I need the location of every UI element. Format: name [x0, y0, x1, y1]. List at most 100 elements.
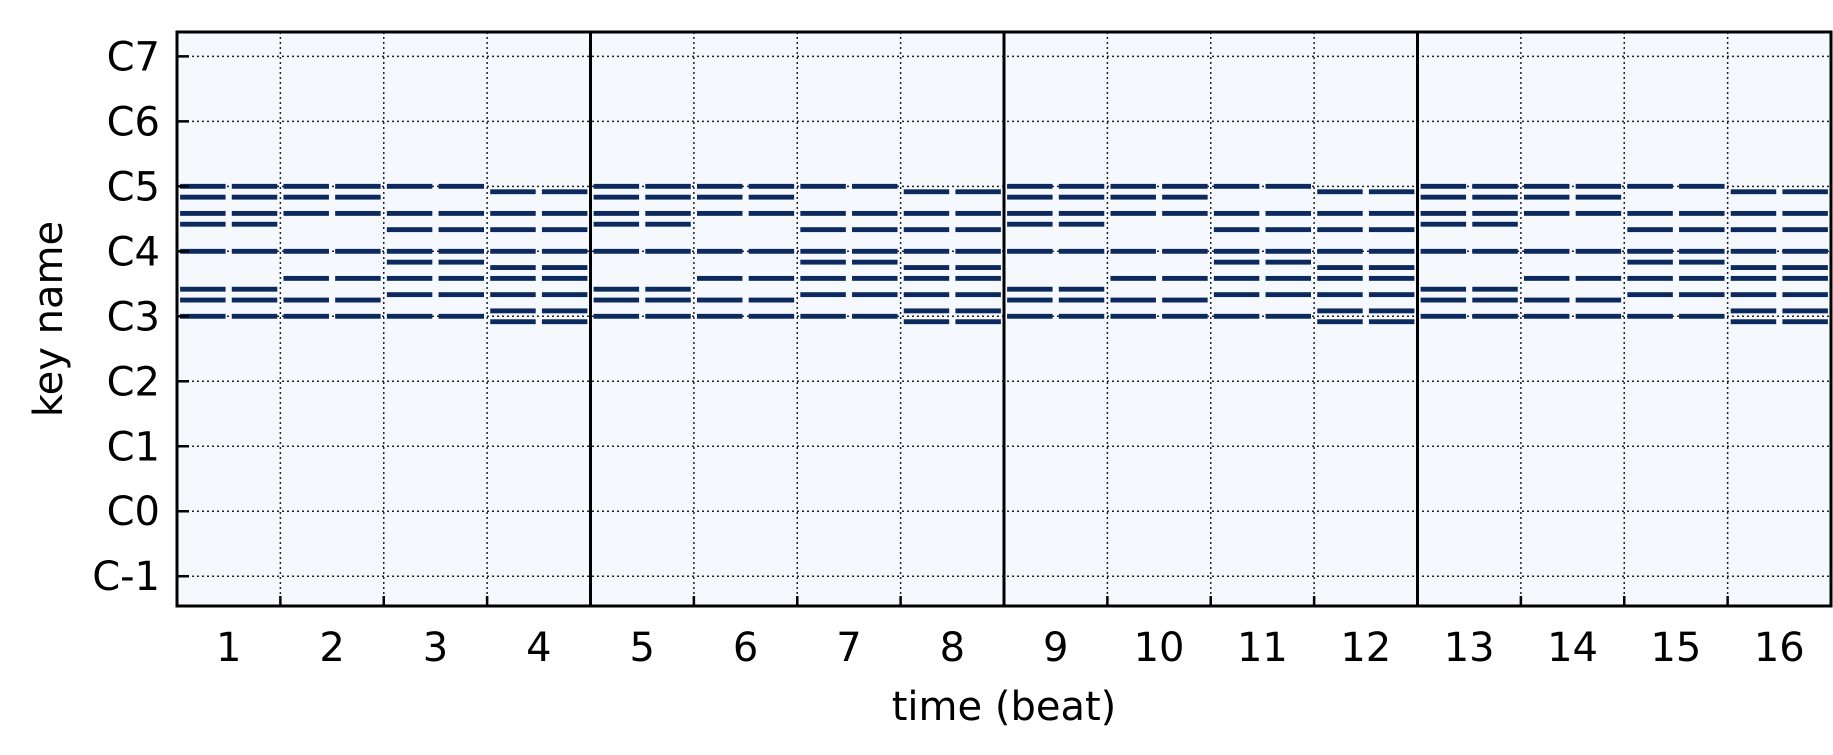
- note-bar: [1782, 292, 1828, 298]
- note-bar: [696, 194, 743, 200]
- note-bar: [1627, 259, 1673, 265]
- note-bar: [1265, 259, 1312, 265]
- note-bar: [955, 210, 1001, 216]
- note-bar: [1472, 221, 1518, 227]
- note-bar: [386, 248, 433, 254]
- x-tick-label: 3: [423, 625, 448, 671]
- note-bar: [1730, 265, 1777, 270]
- note-bar: [335, 183, 381, 189]
- note-bar: [903, 248, 950, 254]
- note-bar: [283, 183, 329, 189]
- downbeat-lines: [589, 32, 1419, 606]
- note-bar: [438, 183, 485, 189]
- x-tick-label: 16: [1754, 625, 1805, 671]
- y-axis-title: key name: [26, 221, 72, 417]
- note-bar: [231, 286, 278, 292]
- note-bar: [1110, 248, 1156, 254]
- note-bar: [1213, 313, 1260, 319]
- note-bar: [1523, 183, 1570, 189]
- note-bar: [1420, 313, 1467, 319]
- note-bar: [1730, 248, 1777, 254]
- note-bar: [1679, 183, 1725, 189]
- note-bar: [335, 210, 381, 216]
- note-bar: [696, 248, 743, 254]
- note-bar: [1575, 297, 1622, 303]
- note-bar: [231, 248, 278, 254]
- note-bar: [283, 194, 329, 200]
- note-bar: [748, 183, 795, 189]
- note-bar: [903, 308, 950, 314]
- note-bar: [1575, 313, 1622, 319]
- x-tick-label: 5: [629, 625, 654, 671]
- note-bar: [955, 292, 1001, 298]
- note-bar: [1265, 248, 1312, 254]
- note-bar: [1420, 221, 1467, 227]
- note-bar: [1368, 319, 1415, 325]
- note-bar: [180, 313, 226, 319]
- note-bar: [438, 259, 485, 265]
- note-bar: [696, 297, 743, 303]
- note-bar: [335, 313, 381, 319]
- note-bar: [386, 227, 433, 233]
- note-bar: [231, 221, 278, 227]
- note-bar: [1110, 275, 1156, 281]
- note-bar: [1679, 259, 1725, 265]
- note-bar: [541, 210, 588, 216]
- x-tick-label: 15: [1650, 625, 1701, 671]
- plot-frame: [175, 30, 1833, 608]
- note-bar: [438, 313, 485, 319]
- note-bar: [1058, 313, 1105, 319]
- note-bar: [1782, 275, 1828, 281]
- note-bar: [1265, 227, 1312, 233]
- note-bar: [800, 292, 846, 298]
- note-bar: [1368, 292, 1415, 298]
- note-bar: [903, 210, 950, 216]
- note-bar: [903, 227, 950, 233]
- note-bar: [1110, 183, 1156, 189]
- note-bar: [903, 275, 950, 281]
- y-tick-label: C3: [107, 294, 160, 340]
- x-tick-label: 8: [940, 625, 965, 671]
- note-bar: [490, 292, 536, 298]
- note-bar: [541, 265, 588, 270]
- note-bar: [335, 194, 381, 200]
- note-bar: [593, 210, 640, 216]
- note-bar: [1782, 189, 1828, 195]
- note-bar: [490, 210, 536, 216]
- note-bar: [180, 210, 226, 216]
- note-bar: [1368, 227, 1415, 233]
- note-bar: [1317, 308, 1363, 314]
- note-bar: [1007, 183, 1053, 189]
- note-bar: [1317, 265, 1363, 270]
- note-bar: [852, 275, 898, 281]
- note-bar: [696, 183, 743, 189]
- note-bar: [1213, 292, 1260, 298]
- note-bar: [1007, 210, 1053, 216]
- note-bar: [541, 189, 588, 195]
- note-bar: [1679, 275, 1725, 281]
- y-tick-label: C6: [107, 99, 160, 145]
- note-bar: [1058, 286, 1105, 292]
- note-bar: [1317, 248, 1363, 254]
- note-bar: [1627, 313, 1673, 319]
- x-axis-title: time (beat): [892, 684, 1117, 730]
- note-bar: [335, 275, 381, 281]
- note-bar: [1627, 183, 1673, 189]
- note-bar: [1368, 210, 1415, 216]
- note-bar: [852, 292, 898, 298]
- note-bar: [955, 265, 1001, 270]
- note-bar: [1730, 210, 1777, 216]
- note-bar: [1007, 286, 1053, 292]
- note-bar: [1317, 227, 1363, 233]
- note-bar: [1213, 227, 1260, 233]
- note-bar: [1058, 248, 1105, 254]
- y-tick-label: C0: [107, 489, 160, 535]
- note-bar: [1523, 275, 1570, 281]
- note-bar: [748, 194, 795, 200]
- note-bar: [1368, 308, 1415, 314]
- note-bar: [490, 227, 536, 233]
- note-bar: [180, 297, 226, 303]
- note-bar: [696, 275, 743, 281]
- note-bar: [748, 210, 795, 216]
